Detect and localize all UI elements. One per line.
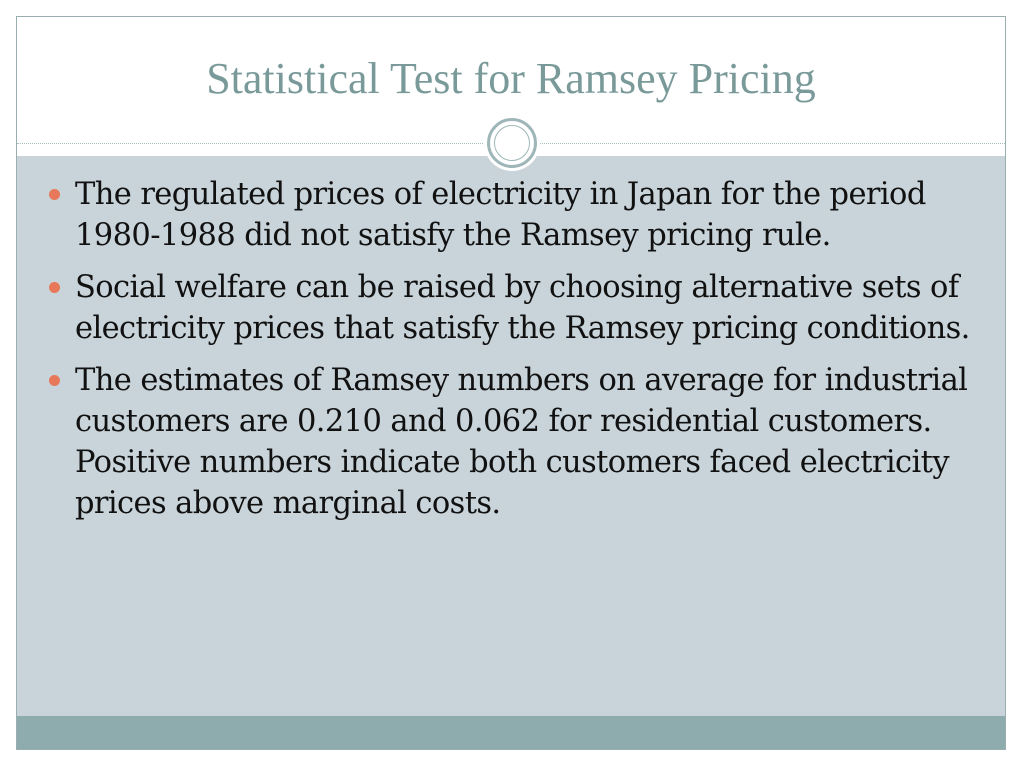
slide: Statistical Test for Ramsey Pricing The …: [16, 16, 1006, 750]
bullet-text: The regulated prices of electricity in J…: [75, 177, 926, 253]
bullet-item: The estimates of Ramsey numbers on avera…: [49, 360, 980, 524]
bullet-item: Social welfare can be raised by choosing…: [49, 267, 980, 349]
round-bullet-icon: [49, 375, 60, 386]
bullet-text: The estimates of Ramsey numbers on avera…: [75, 363, 968, 521]
round-bullet-icon: [49, 189, 60, 200]
ornament-inner-circle: [494, 125, 530, 161]
content-area: [17, 156, 1005, 716]
footer-bar: [17, 716, 1005, 749]
bullet-item: The regulated prices of electricity in J…: [49, 174, 980, 256]
round-bullet-icon: [49, 282, 60, 293]
bullet-list: The regulated prices of electricity in J…: [49, 174, 980, 535]
bullet-text: Social welfare can be raised by choosing…: [75, 270, 970, 346]
slide-title: Statistical Test for Ramsey Pricing: [206, 54, 816, 103]
